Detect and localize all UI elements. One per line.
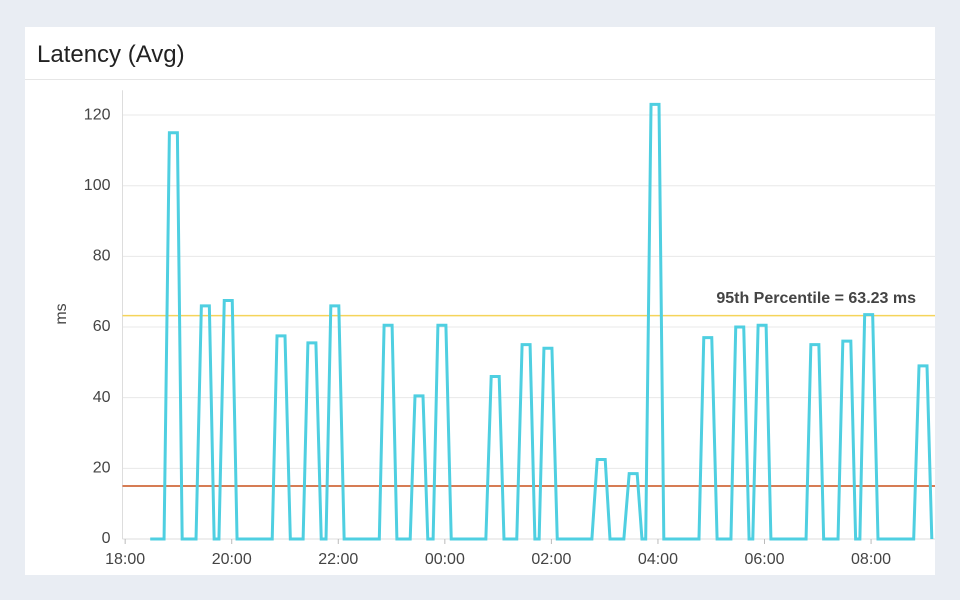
x-tick-label: 18:00 (105, 551, 145, 568)
panel-title: Latency (Avg) (37, 41, 185, 68)
x-tick-label: 02:00 (531, 551, 571, 568)
y-tick-label: 80 (93, 248, 111, 265)
x-tick-label: 04:00 (638, 551, 678, 568)
y-tick-label: 0 (102, 530, 111, 547)
y-tick-label: 100 (84, 177, 111, 194)
reference-label: 95th Percentile = 63.23 ms (716, 290, 916, 307)
y-tick-label: 120 (84, 106, 111, 123)
x-tick-label: 22:00 (318, 551, 358, 568)
y-tick-label: 20 (93, 460, 111, 477)
y-tick-label: 40 (93, 389, 111, 406)
panel: Latency (Avg) (25, 27, 935, 575)
y-axis-label: ms (53, 303, 70, 324)
y-tick-label: 60 (93, 318, 111, 335)
divider (25, 79, 935, 80)
x-tick-label: 00:00 (425, 551, 465, 568)
series-line (150, 102, 934, 541)
x-tick-label: 20:00 (212, 551, 252, 568)
x-tick-label: 06:00 (744, 551, 784, 568)
x-tick-label: 08:00 (851, 551, 891, 568)
